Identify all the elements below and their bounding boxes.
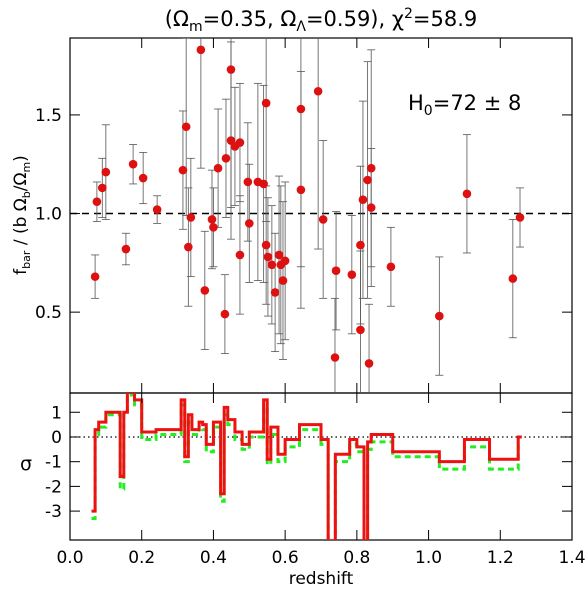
point [508,274,518,283]
point [121,244,131,254]
x-tick-label: 0.0 [56,548,83,568]
point [209,223,218,232]
point [184,242,193,252]
point [213,163,223,173]
panel-frame [69,392,573,541]
point [358,195,368,205]
point [243,177,253,187]
point [515,213,525,222]
point [207,215,217,224]
point [267,260,277,270]
point [259,179,268,189]
point [386,262,396,272]
chart-title: (Ωm=0.35, ΩΛ=0.59), χ2=58.9 [165,6,478,35]
step-line [91,393,522,540]
point [274,250,284,260]
label-part: / (b Ω [11,198,31,250]
point [347,270,357,279]
point [278,276,288,285]
annotation: H0=72 ± 8 [408,91,521,119]
point [138,173,148,183]
y-tick-label: -2 [45,477,62,497]
label-part: m [20,162,33,173]
x-tick-label: 0.4 [200,548,227,568]
x-axis-label: redshift [289,569,354,589]
plot-area [70,38,572,393]
x-tick-label: 0.6 [272,548,299,568]
point [366,203,376,212]
point [356,240,365,250]
point [244,219,254,228]
point [366,163,376,173]
x-tick-label: 0.2 [128,548,155,568]
point [356,325,365,335]
point [280,256,290,266]
point [128,159,138,169]
point [97,183,107,193]
x-tick-label: 1.0 [415,548,442,568]
point [363,175,372,185]
y-tick-label: 1.0 [35,205,62,225]
title-part: =58.9 [413,7,477,31]
annotation-part: 0 [424,103,433,119]
point [331,266,341,276]
point [101,167,111,177]
point [318,215,328,224]
point [220,309,230,319]
point [313,86,323,96]
point [296,185,306,195]
x-tick-label: 1.4 [558,548,585,568]
point [435,311,444,321]
annotation-part: =72 ± 8 [433,91,522,115]
y-tick-label: 0.5 [35,303,62,323]
point [270,288,280,297]
title-part: =0.59), χ [306,7,404,31]
point [235,138,245,147]
label-part: ) [11,155,31,162]
point [364,359,374,368]
label-part: b [20,191,33,198]
point [200,286,210,295]
y-axis-label: σ [20,453,32,475]
point [152,205,162,214]
title-part: m [189,19,203,35]
point [261,98,271,108]
title-part: 2 [404,6,413,22]
point [178,165,188,175]
y-axis-label: fbar / (b Ωb/Ωm) [11,155,33,275]
point [226,65,236,74]
point [90,272,100,281]
point [261,240,271,250]
point [221,154,231,163]
y-tick-label: -3 [45,502,62,522]
y-tick-label: 1 [51,403,62,423]
annotation-part: H [408,91,424,115]
point [92,197,102,206]
point [181,122,191,132]
y-tick-label: 0 [51,428,62,448]
label-part: bar [20,250,33,269]
plot-area [70,393,572,540]
point [263,252,273,262]
y-tick-label: -1 [45,453,62,473]
point [462,189,472,199]
point [235,250,245,260]
x-tick-label: 1.2 [487,548,514,568]
y-tick-label: 1.5 [35,106,62,126]
label-part: /Ω [11,173,31,192]
label-part: f [11,268,31,275]
x-tick-label: 0.8 [343,548,370,568]
point [186,213,196,222]
point [296,104,306,114]
point [196,45,206,55]
title-part: Λ [296,19,306,35]
title-part: (Ω [165,7,189,31]
step-line [91,393,522,540]
title-part: =0.35, Ω [203,7,297,31]
point [330,353,340,362]
